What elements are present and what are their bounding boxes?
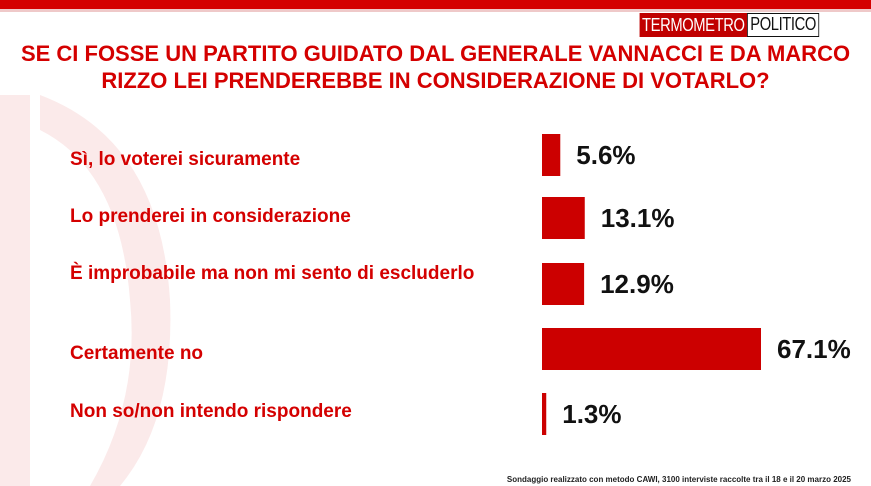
bar-value-label: 1.3% — [562, 399, 621, 429]
category-label: Lo prenderei in considerazione — [70, 206, 351, 227]
bar-value-label: 5.6% — [576, 140, 635, 170]
bar — [542, 197, 585, 239]
bar-value-label: 67.1% — [777, 334, 851, 364]
bar — [542, 134, 561, 176]
bar — [542, 393, 547, 435]
brand-logo: TERMOMETRO POLITICO — [616, 13, 835, 37]
category-label: Certamente no — [70, 343, 204, 364]
chart-title: SE CI FOSSE UN PARTITO GUIDATO DAL GENER… — [20, 41, 851, 93]
category-label: Non so/non intendo rispondere — [70, 401, 352, 422]
category-label: Sì, lo voterei sicuramente — [70, 149, 301, 170]
bar-value-label: 13.1% — [601, 203, 675, 233]
bar-value-label: 12.9% — [600, 269, 674, 299]
bar — [542, 328, 761, 370]
bar — [542, 263, 585, 305]
brand-logo-part1: TERMOMETRO — [639, 13, 747, 37]
category-label: È improbabile ma non mi sento di esclude… — [70, 263, 475, 284]
top-accent-bar — [0, 0, 871, 9]
brand-logo-part2: POLITICO — [746, 13, 820, 37]
top-accent-shadow — [0, 9, 871, 12]
footnote: Sondaggio realizzato con metodo CAWI, 31… — [506, 475, 851, 484]
